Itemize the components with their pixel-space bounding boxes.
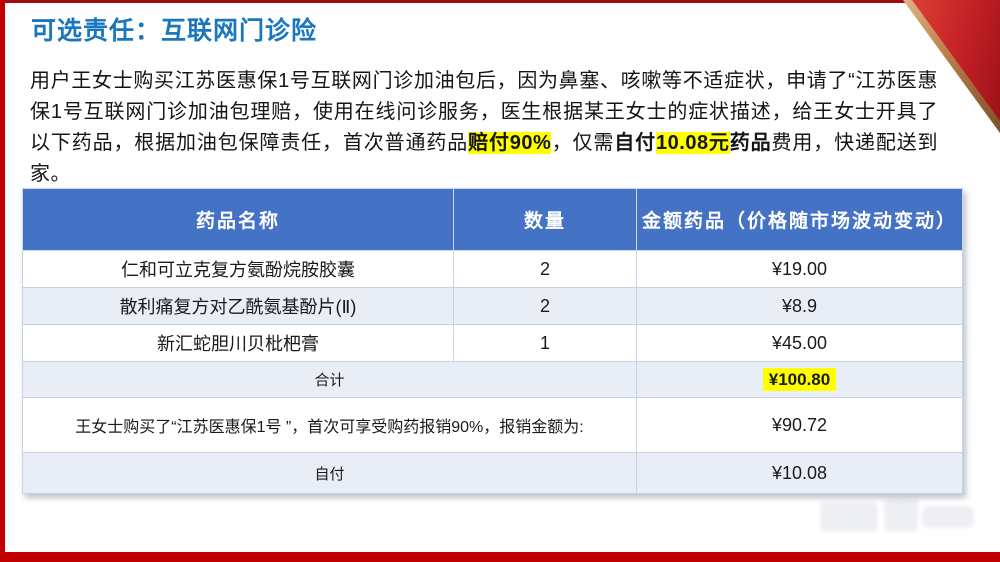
paragraph-segment: 自付 [614,132,657,154]
quantity-cell: 1 [453,324,637,362]
total-amount-cell: ¥100.80 [636,361,963,398]
amount-cell: ¥19.00 [636,250,963,288]
top-accent-line [0,0,1000,3]
left-accent-bar [0,0,5,562]
note-amount-cell: ¥90.72 [636,397,963,453]
quantity-cell: 2 [453,250,637,288]
table-row: 散利痛复方对乙酰氨基酚片(Ⅱ) 2 ¥8.9 [22,287,963,325]
watermark-shape [922,506,974,528]
amount-cell: ¥8.9 [636,287,963,325]
watermark-shape [884,498,918,532]
drug-name-cell: 仁和可立克复方氨酚烷胺胶囊 [22,250,454,288]
header-quantity: 数量 [453,188,637,251]
drug-table-body: 仁和可立克复方氨酚烷胺胶囊 2 ¥19.00 散利痛复方对乙酰氨基酚片(Ⅱ) 2 ¥8.9… [22,250,963,494]
corner-ribbon [903,0,1000,133]
paragraph-segment: 赔付90% [468,132,552,154]
drug-name-cell: 新汇蛇胆川贝枇杷膏 [22,324,454,362]
total-label-cell: 合计 [22,361,637,398]
slide-title: 可选责任：互联网门诊险 [31,17,318,45]
paragraph-segment: 费用，快递配送到家。 [30,132,939,185]
highlighted-amount: ¥100.80 [762,367,837,391]
table-row: 王女士购买了“江苏医惠保1号 ”，首次可享受购药报销90%，报销金额为: ¥90.… [22,397,963,453]
table-header-row: 药品名称 数量 金额药品（价格随市场波动变动） [22,188,963,251]
table-row: 仁和可立克复方氨酚烷胺胶囊 2 ¥19.00 [22,250,963,288]
drug-name-cell: 散利痛复方对乙酰氨基酚片(Ⅱ) [22,287,454,325]
table-row: 自付 ¥10.08 [22,452,963,494]
watermark [820,496,980,544]
paragraph-segment: ，仅需 [551,132,615,154]
quantity-cell: 2 [453,287,637,325]
watermark-shape [820,502,878,532]
paragraph-segment: 10.08元 [656,132,730,154]
header-drug-name: 药品名称 [22,188,454,251]
paragraph-segment: 药品 [729,132,772,154]
selfpay-amount-cell: ¥10.08 [636,452,963,494]
paragraph-segment: 用户王女士购买江苏医惠保1号互联网门诊加油包后，因为鼻塞、咳嗽等不适症状，申请了… [30,70,938,154]
amount-cell: ¥45.00 [636,324,963,362]
table-row: 新汇蛇胆川贝枇杷膏 1 ¥45.00 [22,324,963,362]
selfpay-label-cell: 自付 [22,452,637,494]
table-row: 合计 ¥100.80 [22,361,963,398]
note-label-cell: 王女士购买了“江苏医惠保1号 ”，首次可享受购药报销90%，报销金额为: [22,397,637,453]
header-amount: 金额药品（价格随市场波动变动） [636,188,963,251]
bottom-accent-bar [0,552,1000,562]
drug-table: 药品名称 数量 金额药品（价格随市场波动变动） 仁和可立克复方氨酚烷胺胶囊 2 ¥1… [22,188,963,494]
intro-paragraph: 用户王女士购买江苏医惠保1号互联网门诊加油包后，因为鼻塞、咳嗽等不适症状，申请了… [30,66,938,190]
